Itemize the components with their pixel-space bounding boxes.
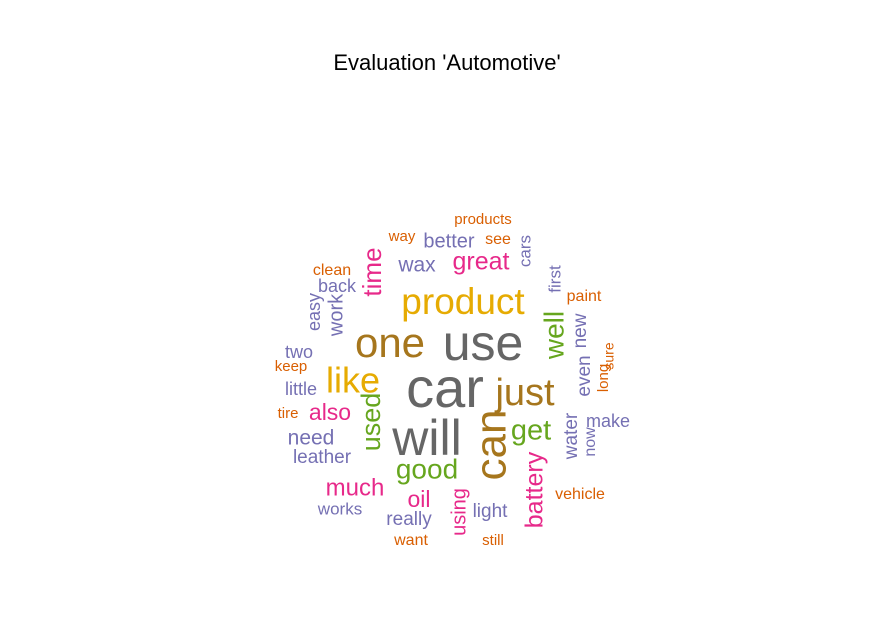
word-product: product [401,281,525,322]
word-just: just [494,372,555,414]
word-used: used [356,393,386,452]
word-keep: keep [275,358,308,375]
word-even: even [574,355,595,396]
word-still: still [482,532,504,549]
word-water: water [561,412,582,460]
word-using: using [448,488,470,536]
word-new: new [570,313,591,348]
word-clean: clean [313,262,351,279]
word-long: long [595,364,612,392]
word-paint: paint [567,288,602,305]
word-good: good [396,453,458,484]
word-cars: cars [515,235,534,267]
word-better: better [423,230,474,252]
word-way: way [388,228,416,245]
word-wax: wax [397,254,436,277]
word-also: also [309,399,351,425]
word-like: like [326,360,380,401]
word-need: need [288,427,335,450]
word-sure: sure [601,342,617,369]
word-easy: easy [304,293,324,331]
word-see: see [485,231,511,248]
word-make: make [586,411,630,431]
word-light: light [473,501,509,522]
word-get: get [511,415,551,447]
word-products: products [454,211,512,228]
word-want: want [393,532,428,549]
word-two: two [285,342,313,362]
word-now: now [582,427,599,457]
word-first: first [545,265,564,293]
word-great: great [453,248,510,276]
word-tire: tire [278,405,299,422]
word-battery: battery [521,451,549,528]
word-car: car [406,356,484,419]
word-can: can [467,410,516,481]
word-vehicle: vehicle [555,486,605,503]
word-well: well [538,311,569,360]
word-one: one [355,319,425,366]
word-really: really [386,509,432,530]
word-oil: oil [407,486,430,512]
word-much: much [326,474,385,501]
word-leather: leather [293,447,352,468]
word-back: back [318,276,357,296]
word-works: works [317,499,362,518]
word-will: will [391,410,461,466]
chart-title: Evaluation 'Automotive' [333,50,561,75]
word-work: work [325,293,347,337]
word-time: time [357,247,387,296]
word-use: use [443,315,524,371]
word-little: little [285,379,317,399]
